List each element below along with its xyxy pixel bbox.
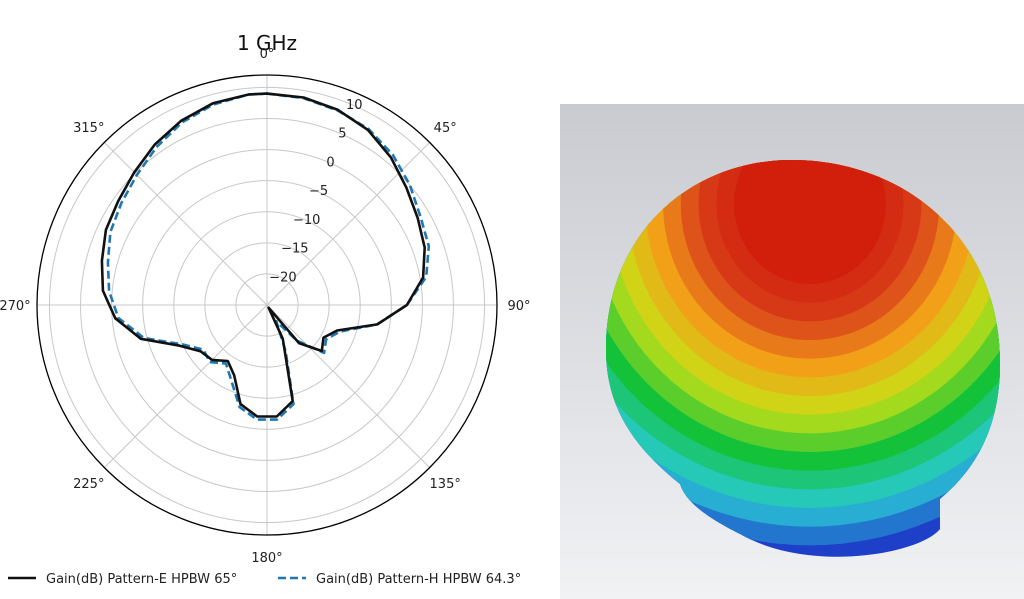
legend-label-2: Gain(dB) Pattern-H HPBW 64.3° <box>316 572 521 587</box>
angle-tick-label: 135° <box>430 477 461 492</box>
radial-tick-label: 10 <box>346 98 363 113</box>
gain-surface <box>606 160 1000 557</box>
series-line-2 <box>106 92 431 421</box>
radial-tick-label: −20 <box>269 270 296 285</box>
chart-title: 1 GHz <box>237 31 297 55</box>
angular-grid-line <box>266 304 430 468</box>
angle-tick-label: 225° <box>73 477 104 492</box>
tick-labels: 0° 45° 90° 135° 180° 225° 270° 315° −20 −15 −10 −5 0… <box>0 47 531 566</box>
series-layer <box>100 92 431 421</box>
angular-grid-line <box>104 304 268 468</box>
3d-radiation-pattern-render <box>560 104 1024 599</box>
radial-tick-label: 5 <box>338 127 346 142</box>
angular-grid-line <box>104 142 268 306</box>
outer-circle <box>36 74 498 536</box>
radial-tick-label: −5 <box>309 184 328 199</box>
radial-tick-label: −15 <box>281 242 308 257</box>
legend-label-1: Gain(dB) Pattern-E HPBW 65° <box>46 572 237 587</box>
angle-tick-label: 180° <box>251 551 282 566</box>
angle-tick-label: 90° <box>507 299 530 314</box>
angle-tick-label: 270° <box>0 299 31 314</box>
polar-chart: 1 GHz 0° 45° 90° 135° 180° 225° 270° 315° −20 −15… <box>0 31 531 587</box>
angle-tick-label: 315° <box>73 121 104 136</box>
polar-grid <box>36 74 498 536</box>
series-line-1 <box>100 92 426 418</box>
angle-tick-label: 0° <box>260 47 275 62</box>
radial-tick-label: 0 <box>326 155 334 170</box>
angle-tick-label: 45° <box>434 121 457 136</box>
legend: Gain(dB) Pattern-E HPBW 65° Gain(dB) Patt… <box>8 572 521 587</box>
radial-tick-label: −10 <box>293 213 320 228</box>
